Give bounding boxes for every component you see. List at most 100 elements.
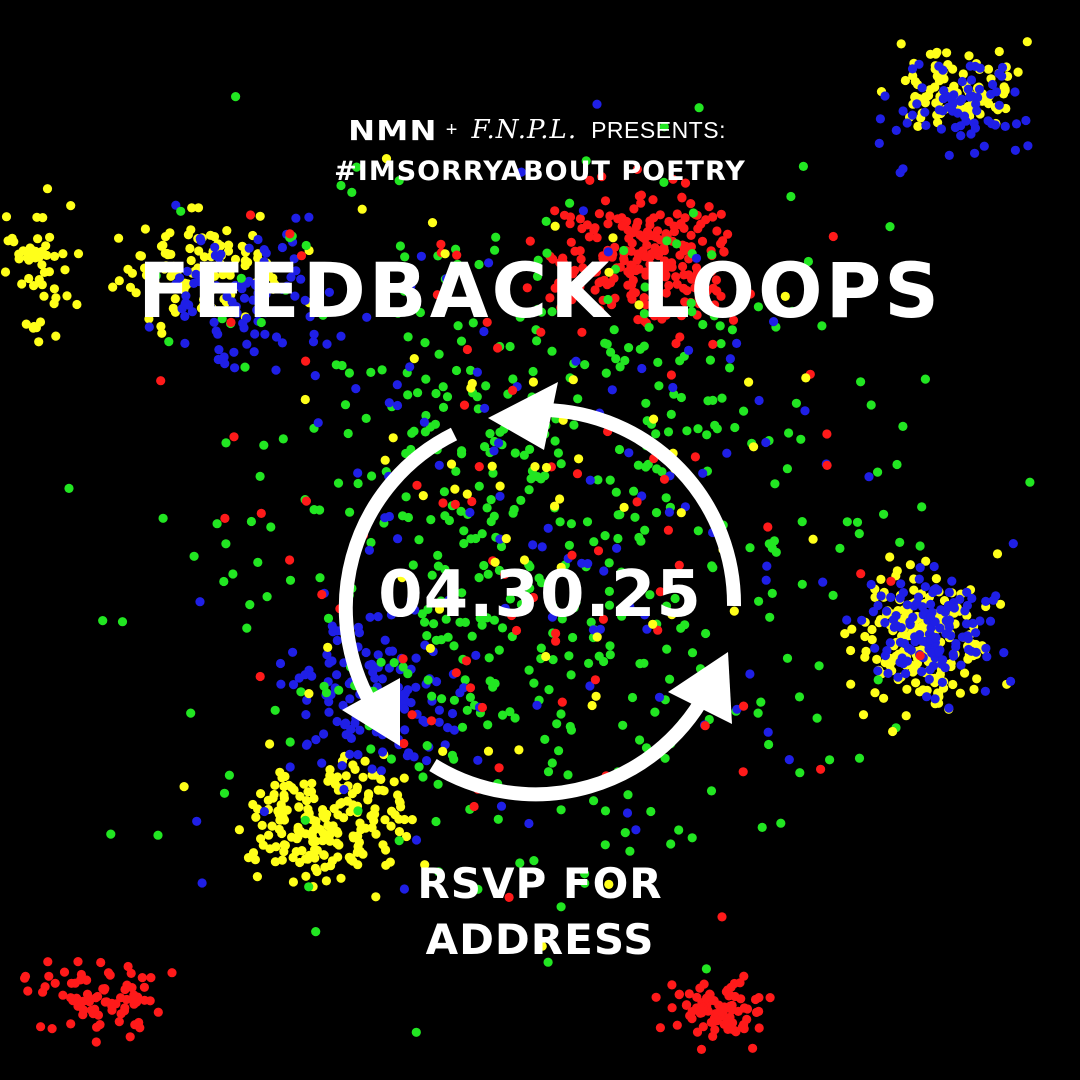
background-dot <box>681 603 692 614</box>
background-dot <box>490 557 500 567</box>
background-dot <box>457 588 467 598</box>
background-dot <box>590 675 601 685</box>
background-dot <box>418 491 428 501</box>
background-dot <box>948 651 959 661</box>
background-dot <box>510 448 520 458</box>
background-dot <box>1006 676 1016 687</box>
background-dot <box>20 973 30 983</box>
background-dot <box>754 596 764 606</box>
background-dot <box>185 243 195 254</box>
background-dot <box>144 322 154 332</box>
background-dot <box>485 429 495 439</box>
background-dot <box>362 312 372 322</box>
background-dot <box>971 99 981 109</box>
background-dot <box>708 283 718 293</box>
background-dot <box>457 449 467 459</box>
background-dot <box>605 475 615 485</box>
background-dot <box>537 941 547 951</box>
background-dot <box>468 318 478 328</box>
background-dot <box>434 717 444 727</box>
background-dot <box>315 573 325 583</box>
background-dot <box>763 522 773 532</box>
background-dot <box>736 994 746 1004</box>
background-dot <box>791 398 802 408</box>
background-dot <box>550 206 560 216</box>
background-dot <box>146 973 156 983</box>
background-dot <box>368 667 378 677</box>
arrowhead-right <box>668 652 732 724</box>
background-dot <box>288 852 298 863</box>
background-dot <box>285 762 295 772</box>
background-dot <box>664 280 674 291</box>
background-dot <box>566 725 577 735</box>
background-dot <box>921 556 931 566</box>
background-dot <box>675 220 685 230</box>
background-dot <box>36 1022 46 1032</box>
background-dot <box>327 621 337 631</box>
background-dot <box>380 635 390 645</box>
background-dot <box>696 1044 707 1054</box>
background-dot <box>469 801 479 812</box>
background-dot <box>635 735 645 745</box>
background-dot <box>187 203 197 213</box>
background-dot <box>808 534 818 544</box>
background-dot <box>536 643 546 653</box>
background-dot <box>311 298 321 308</box>
background-dot <box>589 537 599 547</box>
background-dot <box>600 196 611 206</box>
background-dot <box>567 603 577 613</box>
background-dot <box>577 327 587 337</box>
background-dot <box>580 878 590 888</box>
background-dot <box>347 187 357 197</box>
background-dot <box>983 99 994 109</box>
background-dot <box>765 993 775 1003</box>
background-dot <box>380 815 390 825</box>
background-dot <box>376 657 386 667</box>
background-dot <box>441 614 451 624</box>
background-dot <box>556 562 566 573</box>
background-dot <box>550 501 560 511</box>
background-dot <box>543 767 554 777</box>
background-dot <box>23 986 33 996</box>
background-dot <box>352 162 362 172</box>
background-dot <box>301 871 311 881</box>
background-dot <box>532 336 542 346</box>
background-dot <box>256 508 266 518</box>
background-dot <box>794 692 805 702</box>
background-dot <box>244 243 254 253</box>
background-dot <box>555 517 565 527</box>
background-dot <box>544 685 554 695</box>
background-dot <box>390 607 400 617</box>
background-dot <box>243 257 253 267</box>
presents-label: PRESENTS: <box>591 116 726 143</box>
background-dot <box>604 558 614 568</box>
background-dot <box>300 854 311 864</box>
background-dot <box>659 256 670 266</box>
background-dot <box>285 229 295 239</box>
background-dot <box>942 91 952 101</box>
background-dot <box>403 669 413 679</box>
background-dot <box>58 990 68 1000</box>
background-dot <box>693 526 703 536</box>
background-dot <box>678 261 688 272</box>
background-dot <box>846 679 856 689</box>
background-dot <box>817 321 827 331</box>
background-dot <box>180 311 190 321</box>
background-dot <box>641 398 651 408</box>
background-dot <box>709 996 719 1006</box>
background-dot <box>296 687 306 697</box>
background-dot <box>131 288 141 298</box>
background-dot <box>686 230 696 240</box>
background-dot <box>264 830 274 840</box>
background-dot <box>161 261 171 271</box>
background-dot <box>364 660 374 670</box>
background-dot <box>866 579 876 590</box>
background-dot <box>880 618 890 628</box>
background-dot <box>744 377 754 387</box>
background-dot <box>157 328 167 338</box>
background-dot <box>472 367 482 377</box>
background-dot <box>277 242 287 253</box>
background-dot <box>301 710 311 720</box>
background-dot <box>114 276 124 286</box>
background-dot <box>166 249 176 259</box>
